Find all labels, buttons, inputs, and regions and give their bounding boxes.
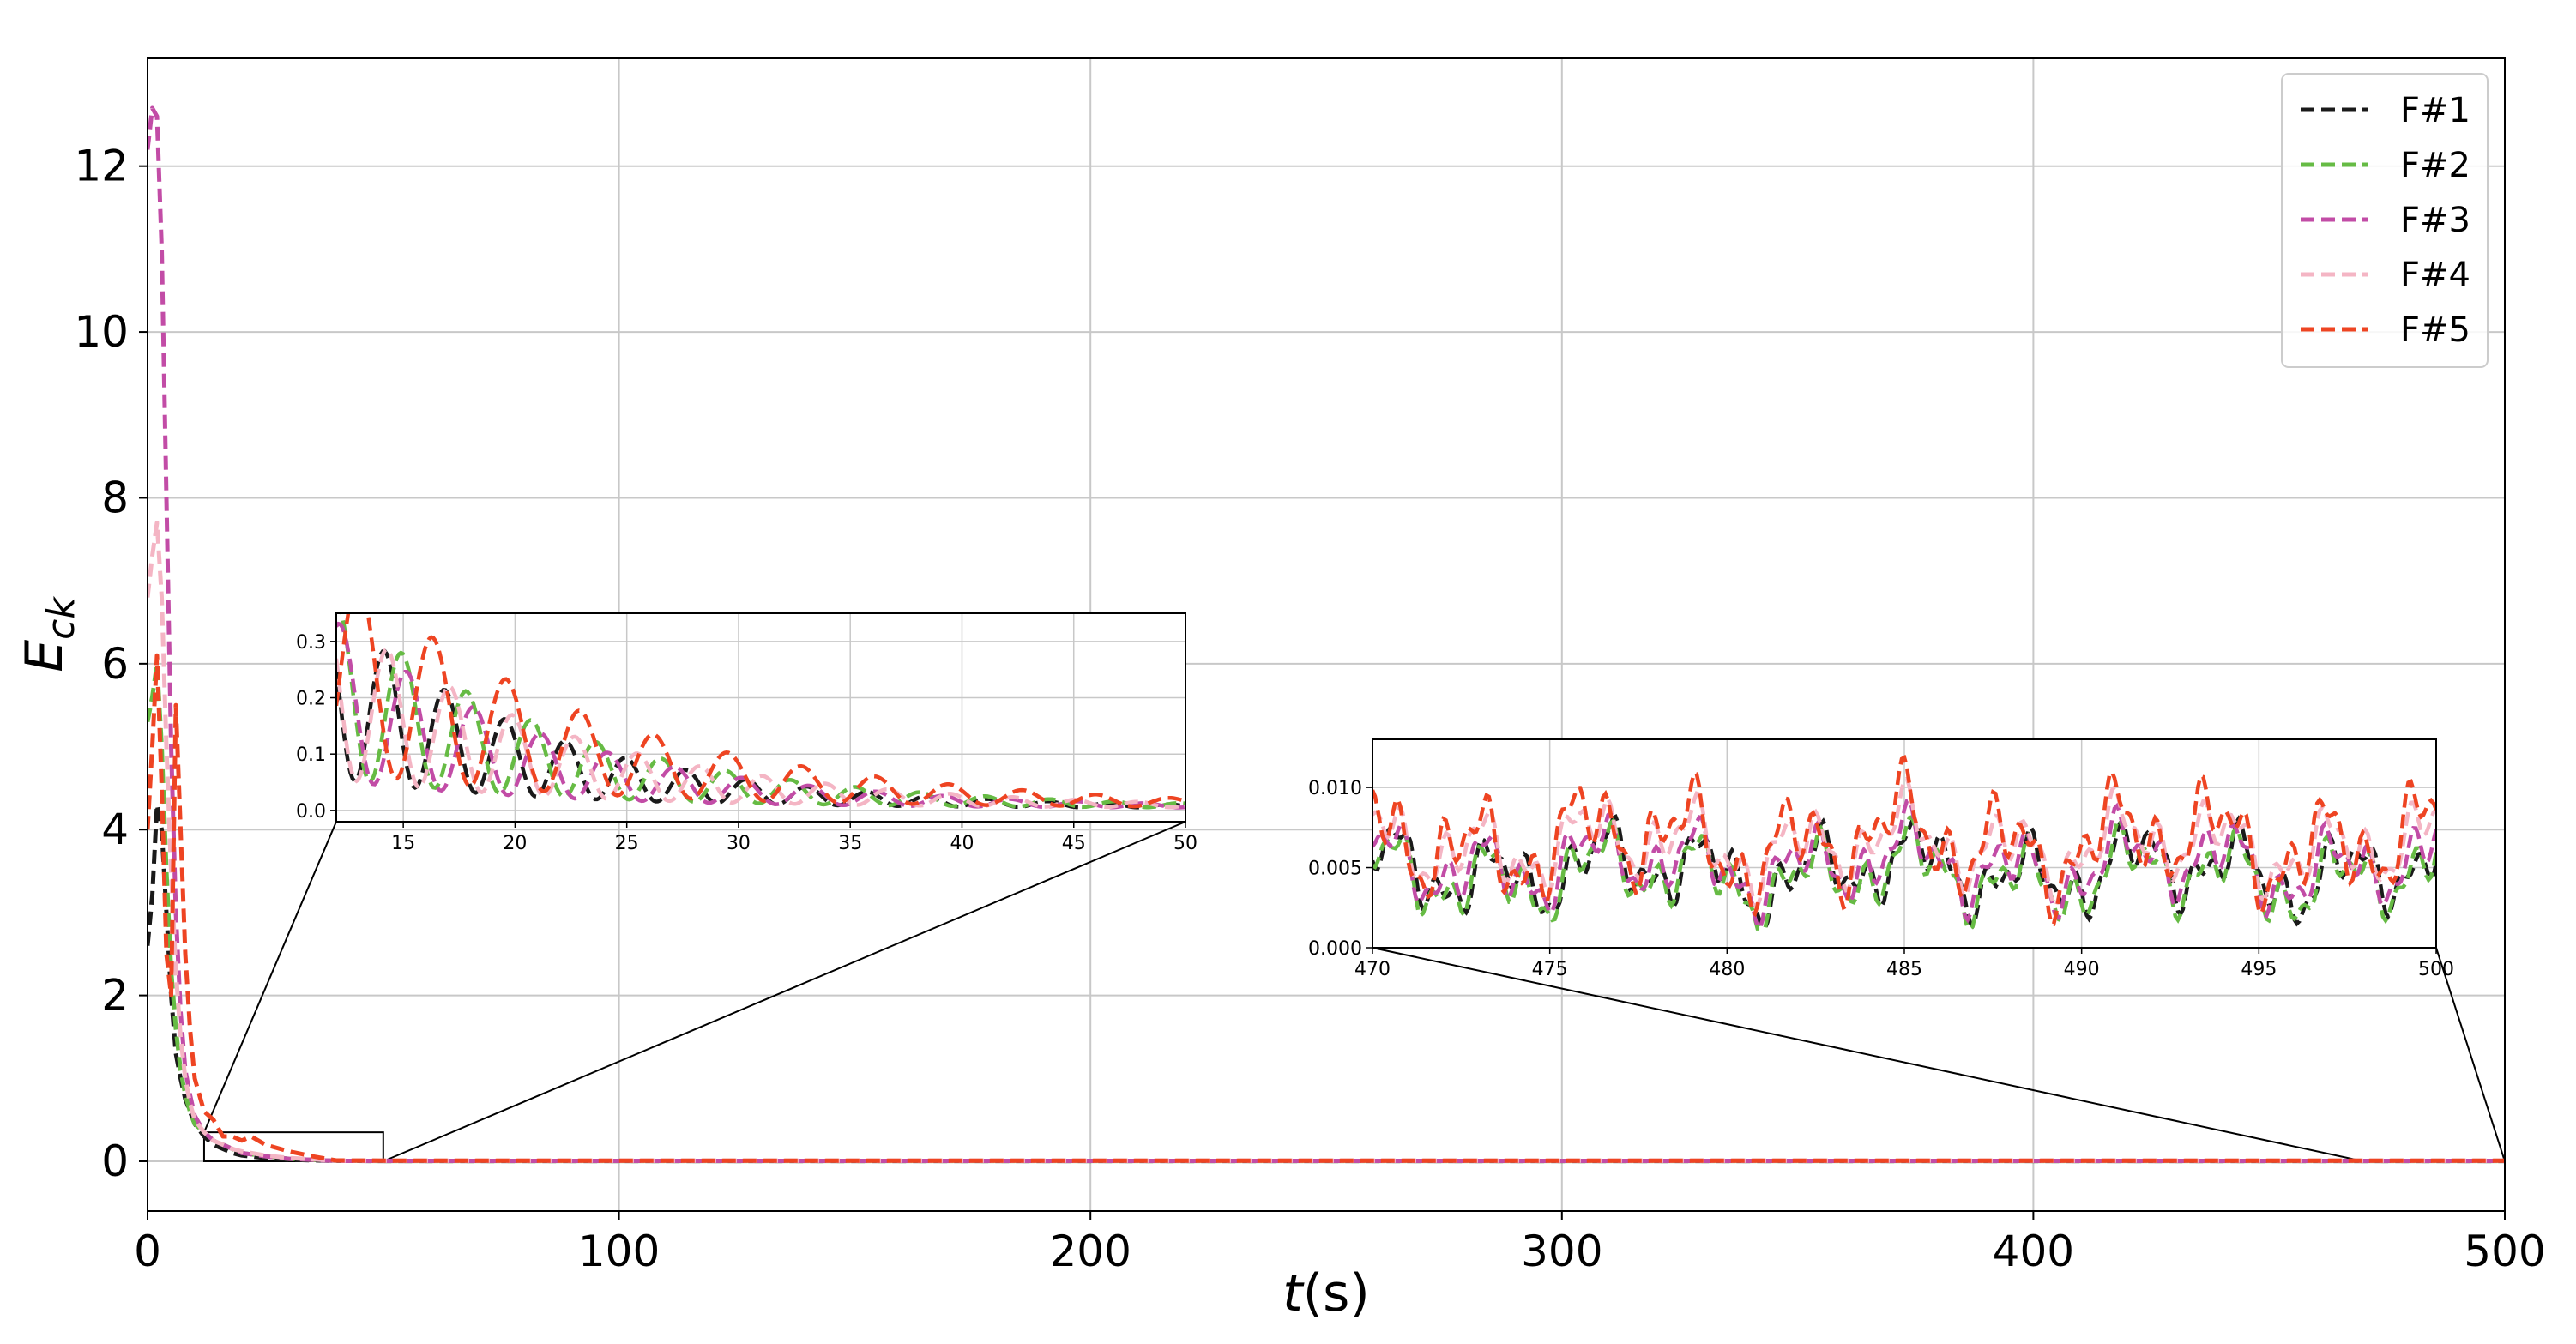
y-tick-label: 10 — [74, 307, 129, 357]
inset-x-tick-label: 45 — [1062, 833, 1086, 854]
inset-x-tick-label: 475 — [1532, 959, 1568, 980]
main-series-group — [148, 105, 2505, 1164]
series-line-F#2 — [148, 661, 2505, 1164]
inset-y-tick-label: 0.010 — [1308, 778, 1362, 799]
x-tick-label: 100 — [578, 1226, 660, 1276]
y-tick-label: 0 — [101, 1136, 129, 1186]
inset-frame — [335, 612, 1186, 823]
inset-y-tick-label: 0.000 — [1308, 938, 1362, 960]
legend-box — [2281, 73, 2489, 368]
inset-y-tick-label: 0.1 — [296, 744, 326, 766]
x-tick-label: 0 — [134, 1226, 161, 1276]
inset-series-group — [1372, 754, 2436, 931]
series-line-F#4 — [148, 521, 2505, 1163]
x-tick-label: 300 — [1521, 1226, 1602, 1276]
zoom-indicators — [202, 821, 2506, 1162]
inset-x-tick-label: 25 — [615, 833, 639, 854]
inset-y-tick-label: 0.2 — [296, 689, 326, 710]
inset-x-tick-label: 15 — [391, 833, 415, 854]
legend-label: F#3 — [2400, 201, 2470, 240]
x-tick-label: 200 — [1049, 1226, 1131, 1276]
inset-1: 470 475 480 485 490 495 500 0.000 0.005 0.010 — [1308, 738, 2454, 980]
x-axis-label: t(s) — [1282, 1263, 1370, 1323]
inset-y-tick-label: 0.0 — [296, 801, 326, 823]
plot-frame — [147, 57, 2506, 1212]
inset-series-line-F#3 — [336, 621, 1185, 810]
inset-series-line-F#5 — [1372, 754, 2436, 926]
inset-x-tick-label: 495 — [2241, 959, 2277, 980]
inset-x-tick-label: 470 — [1354, 959, 1391, 980]
series-line-F#5 — [148, 653, 2505, 1163]
legend-label: F#1 — [2400, 91, 2470, 130]
inset-series-line-F#4 — [336, 647, 1185, 810]
legend-label: F#4 — [2400, 256, 2470, 295]
y-tick-label: 4 — [101, 805, 129, 854]
legend-label: F#2 — [2400, 146, 2470, 185]
y-tick-label: 8 — [101, 473, 129, 522]
inset-x-tick-label: 480 — [1709, 959, 1745, 980]
inset-0: 15 20 25 30 35 40 45 50 0.0 0.1 0.2 0.3 — [296, 612, 1198, 854]
x-tick-label: 400 — [1993, 1226, 2074, 1276]
inset-x-tick-label: 490 — [2064, 959, 2100, 980]
inset-series-line-F#5 — [336, 613, 1185, 809]
zoom-connector — [383, 821, 1186, 1162]
inset-x-tick-label: 35 — [838, 833, 862, 854]
inset-series-line-F#1 — [1372, 814, 2436, 931]
inset-x-tick-label: 500 — [2418, 959, 2454, 980]
inset-x-tick-label: 30 — [727, 833, 751, 854]
inset-series-group — [336, 613, 1185, 810]
y-tick-label: 6 — [101, 639, 129, 689]
main-axes: 0 100 200 300 400 500 0 2 4 6 8 10 12 — [74, 142, 2545, 1276]
inset-x-tick-label: 50 — [1173, 833, 1198, 854]
inset-y-tick-label: 0.005 — [1308, 859, 1362, 880]
legend-label: F#5 — [2400, 310, 2470, 350]
inset-x-tick-label: 40 — [950, 833, 974, 854]
zoom-box-0 — [202, 1131, 384, 1162]
x-tick-label: 500 — [2464, 1226, 2545, 1276]
legend: F#1 F#2 F#3 F#4 F#5 — [2281, 73, 2489, 368]
inset-series-line-F#3 — [1372, 798, 2436, 931]
y-tick-label: 2 — [101, 971, 129, 1021]
inset-x-tick-label: 485 — [1886, 959, 1922, 980]
insets-group: 15 20 25 30 35 40 45 50 0.0 0.1 0.2 0.3 470 475 480 485… — [296, 612, 2454, 980]
inset-y-tick-label: 0.3 — [296, 632, 326, 654]
zoom-connector — [1372, 947, 2364, 1162]
zoom-connector — [203, 821, 337, 1133]
zoom-connector — [2435, 947, 2506, 1162]
y-tick-label: 12 — [74, 142, 129, 191]
y-axis-label: Eck — [15, 596, 83, 672]
inset-x-tick-label: 20 — [503, 833, 527, 854]
